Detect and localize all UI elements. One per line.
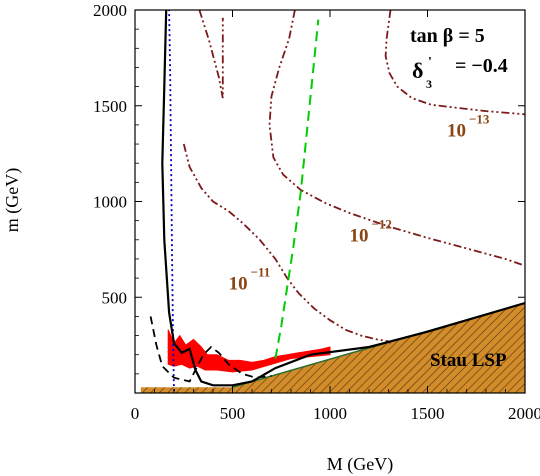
- x-tick-label: 500: [220, 404, 246, 423]
- tan-beta-annotation: tan β = 5: [410, 25, 485, 47]
- stau-lsp-label: Stau LSP: [430, 350, 507, 371]
- contour-label: 10−13: [447, 111, 490, 141]
- y-tick-label: 1500: [93, 97, 127, 116]
- series-c13-left: [198, 10, 224, 99]
- svg-text:tan β = 5: tan β = 5: [410, 25, 485, 47]
- svg-text:10: 10: [229, 274, 248, 295]
- y-axis-title: m (GeV): [2, 168, 23, 232]
- svg-text:−13: −13: [469, 111, 490, 126]
- x-tick-label: 0: [131, 404, 140, 423]
- series-blue-dotted: [168, 10, 175, 392]
- series-red: [167, 329, 331, 373]
- svg-text:': ': [428, 55, 432, 70]
- y-tick-label: 1000: [93, 193, 127, 212]
- series-green-dashed: [274, 19, 320, 359]
- y-tick-label: 500: [102, 288, 128, 307]
- series-c12: [268, 10, 525, 267]
- x-tick-label: 1000: [313, 404, 347, 423]
- y-tick-label: 2000: [93, 1, 127, 20]
- svg-text:10: 10: [447, 120, 466, 141]
- svg-text:−12: −12: [372, 217, 392, 232]
- svg-text:δ: δ: [412, 58, 423, 83]
- series-black-solid: [161, 10, 525, 387]
- contour-label: 10−12: [350, 217, 392, 247]
- svg-text:= −0.4: = −0.4: [455, 55, 508, 77]
- svg-text:3: 3: [426, 77, 432, 91]
- x-axis-title: M (GeV): [327, 454, 393, 475]
- series-black-dashed: [149, 316, 272, 383]
- series-c11: [182, 143, 392, 344]
- delta-annotation: δ ' 3 = −0.4: [412, 55, 508, 91]
- x-tick-label: 2000: [508, 404, 540, 423]
- contour-label: 10−11: [229, 265, 271, 295]
- x-tick-label: 1500: [411, 404, 445, 423]
- svg-text:10: 10: [350, 226, 369, 247]
- svg-text:−11: −11: [251, 265, 271, 280]
- series-stau: [140, 303, 525, 393]
